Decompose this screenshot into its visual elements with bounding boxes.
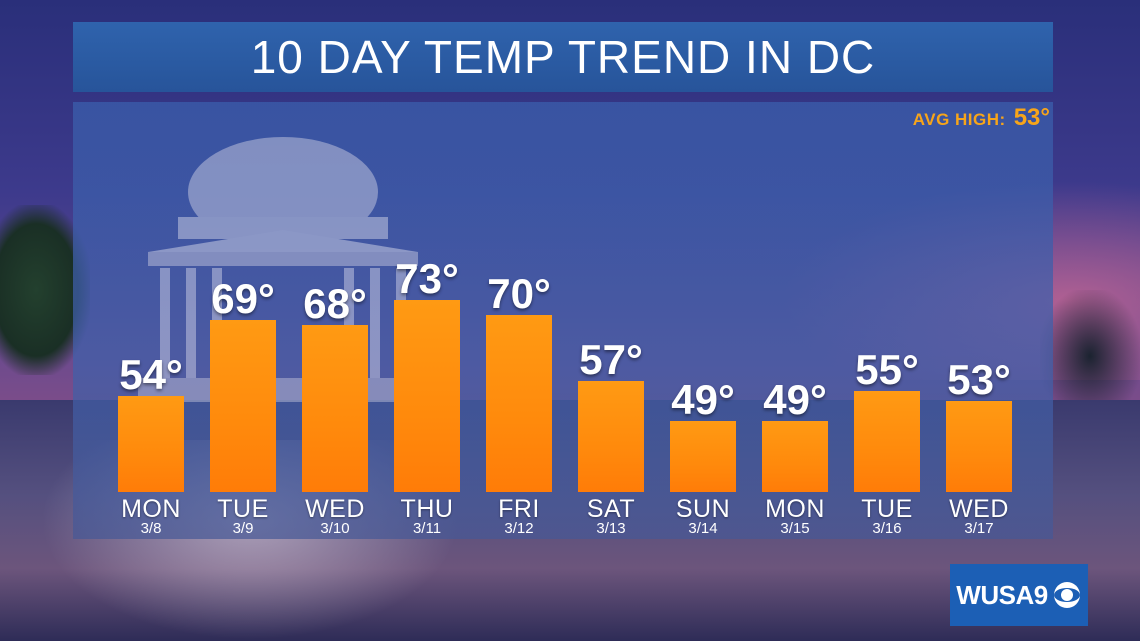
avg-high-value: 53°	[1013, 104, 1050, 131]
x-tick-day: THU	[400, 495, 454, 523]
x-tick-date: 3/9	[232, 520, 254, 537]
bar-value-label: 57°	[579, 335, 643, 383]
title-bar: 10 DAY TEMP TREND IN DC	[73, 22, 1053, 92]
bar-value-label: 49°	[671, 376, 735, 424]
x-tick-date: 3/15	[780, 520, 810, 537]
x-tick-date: 3/14	[688, 520, 718, 537]
bar-value-label: 68°	[303, 280, 367, 328]
x-tick-date: 3/17	[964, 520, 994, 537]
bar-value-label: 54°	[119, 351, 183, 399]
bar-value-label: 69°	[211, 275, 275, 323]
wusa9-logo: WUSA9	[950, 564, 1088, 626]
chart-title: 10 DAY TEMP TREND IN DC	[250, 31, 876, 83]
x-tick-date: 3/12	[504, 520, 534, 537]
x-tick-day: SAT	[586, 495, 636, 523]
bar	[210, 320, 276, 492]
bar	[118, 396, 184, 492]
bar	[578, 380, 644, 492]
bar	[854, 391, 920, 492]
bar	[946, 401, 1012, 492]
x-tick-day: FRI	[498, 495, 540, 523]
bar-value-label: 73°	[395, 255, 459, 303]
bar	[486, 315, 552, 492]
bar	[670, 421, 736, 492]
x-tick-day: MON	[765, 495, 825, 523]
bar	[394, 300, 460, 492]
x-tick-date: 3/13	[596, 520, 626, 537]
x-tick-day: MON	[121, 495, 181, 523]
bar	[302, 325, 368, 492]
bar-value-label: 70°	[487, 270, 551, 318]
x-tick-day: TUE	[861, 495, 913, 523]
x-tick-day: WED	[305, 495, 365, 523]
avg-high-label: AVG HIGH:	[912, 110, 1006, 129]
x-tick-date: 3/8	[140, 520, 162, 537]
avg-high: AVG HIGH: 53°	[913, 104, 1050, 132]
x-tick-day: TUE	[217, 495, 269, 523]
cbs-eye-icon	[1053, 582, 1080, 608]
x-tick-date: 3/16	[872, 520, 902, 537]
bar-value-label: 53°	[947, 356, 1011, 404]
x-tick-date: 3/11	[412, 520, 442, 537]
bar	[762, 421, 828, 492]
bar-value-label: 55°	[855, 346, 919, 393]
trees-right	[1040, 290, 1140, 400]
x-tick-day: SUN	[675, 495, 731, 523]
x-tick-date: 3/10	[320, 520, 350, 537]
logo-text: WUSA9	[956, 579, 1048, 610]
x-tick-day: WED	[949, 495, 1009, 523]
bar-value-label: 49°	[763, 376, 827, 424]
